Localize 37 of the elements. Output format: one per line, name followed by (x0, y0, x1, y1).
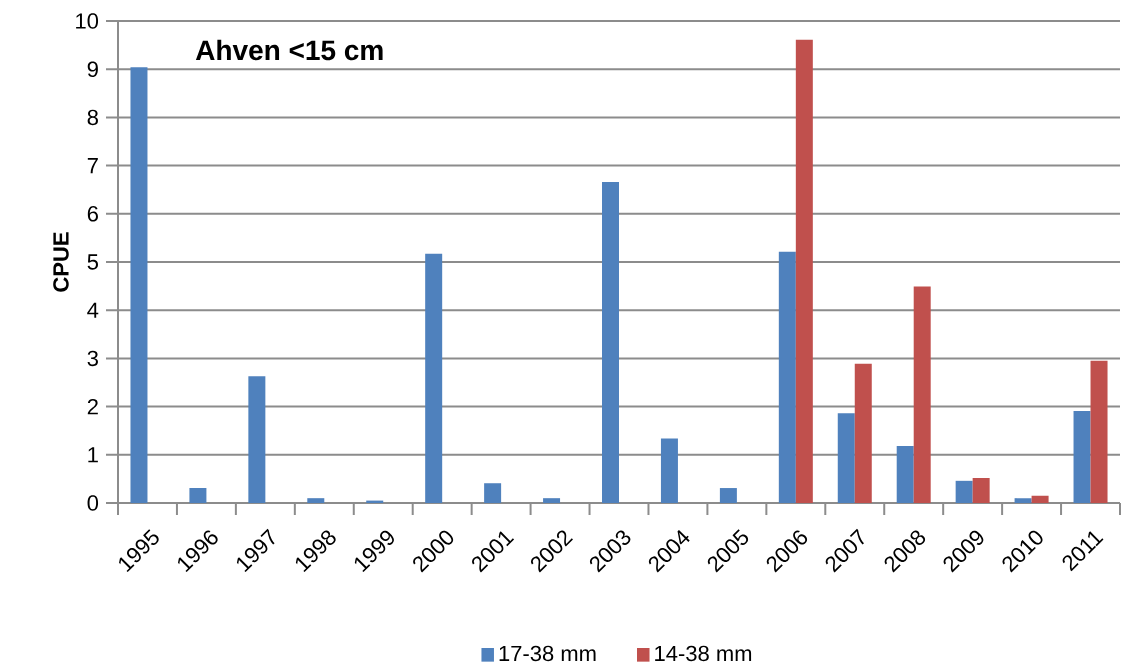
y-tick-label: 4 (87, 302, 99, 318)
bar (248, 376, 266, 503)
y-tick-label: 6 (87, 206, 98, 222)
y-tick-label: 0 (87, 495, 99, 511)
y-tick-label: 3 (87, 350, 98, 367)
y-tick-label: 5 (87, 254, 98, 270)
bar (1090, 360, 1108, 503)
bar (719, 488, 737, 503)
bar (896, 446, 914, 503)
bar (189, 488, 207, 503)
y-axis-title: CPUE (53, 232, 69, 292)
bar (1031, 495, 1049, 503)
y-tick-label: 10 (76, 13, 99, 29)
y-tick-label: 2 (87, 398, 98, 415)
bar (854, 363, 872, 503)
bar (1073, 410, 1091, 503)
bar (307, 498, 325, 503)
bar (543, 498, 561, 503)
bar (130, 67, 148, 503)
legend-label: 14-38 mm (655, 645, 752, 662)
legend-label: 17-38 mm (499, 645, 596, 662)
bar (955, 480, 973, 503)
bar (913, 286, 931, 503)
y-tick-label: 1 (88, 447, 98, 463)
bar (778, 251, 796, 503)
y-tick-label: 9 (87, 61, 98, 77)
bar (660, 438, 678, 503)
y-tick-label: 8 (87, 109, 98, 126)
y-tick-label: 7 (87, 158, 98, 174)
bar (1014, 498, 1032, 503)
text: Ahven <15 cm (195, 39, 383, 61)
bar (795, 39, 813, 503)
bar (484, 483, 502, 503)
bar (972, 477, 990, 503)
bar (602, 181, 619, 503)
bar (425, 253, 443, 503)
bar (837, 413, 855, 503)
